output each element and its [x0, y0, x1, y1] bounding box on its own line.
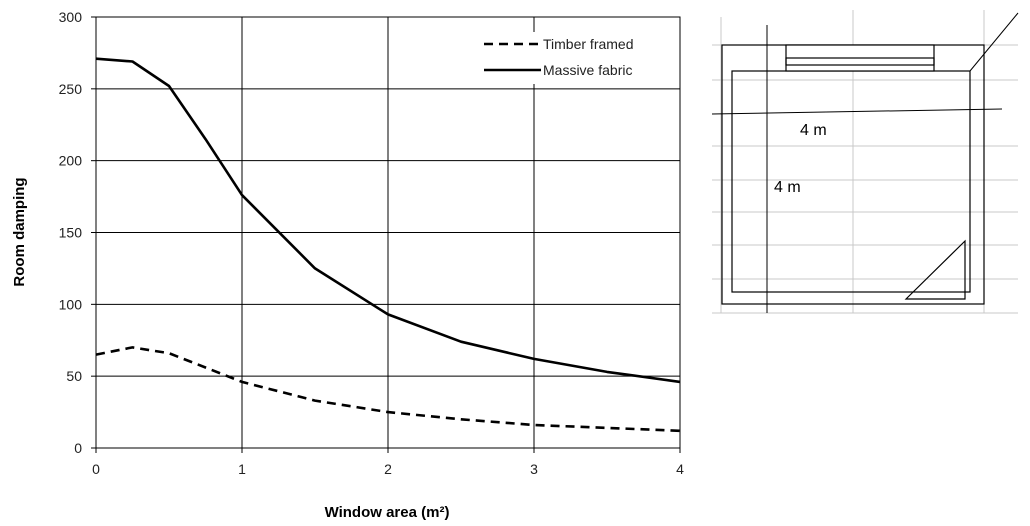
y-tick-label: 0 — [74, 440, 82, 456]
x-tick-label: 4 — [676, 461, 684, 477]
y-tick-labels: 0 50 100 150 200 250 300 — [59, 9, 83, 456]
y-tick-label: 150 — [59, 225, 83, 241]
corner-triangle — [904, 239, 966, 300]
series-layer — [95, 57, 681, 433]
x-tick-label: 0 — [92, 461, 100, 477]
y-axis-label: Room damping — [11, 177, 28, 286]
window-frame-inner — [785, 57, 935, 66]
y-tick-label: 200 — [59, 153, 83, 169]
width-dimension-label: 4 m — [800, 122, 827, 139]
legend-label: Massive fabric — [543, 62, 632, 78]
x-tick-label: 3 — [530, 461, 538, 477]
depth-dimension-label: 4 m — [774, 179, 801, 196]
x-tick-label: 1 — [238, 461, 246, 477]
y-tick-label: 100 — [59, 296, 83, 312]
y-tick-label: 50 — [66, 368, 82, 384]
x-tick-label: 2 — [384, 461, 392, 477]
legend-label: Timber framed — [543, 36, 634, 52]
series-line-timber-framed — [95, 346, 681, 433]
floor-plan: 4 m 4 m — [711, 10, 1019, 314]
y-tick-label: 300 — [59, 9, 83, 25]
y-tick-label: 250 — [59, 81, 83, 97]
x-tick-labels: 0 1 2 3 4 — [92, 461, 684, 477]
x-axis-label: Window area (m²) — [325, 504, 450, 521]
series-line-massive-fabric — [95, 57, 681, 384]
room-inner-wall — [731, 70, 971, 293]
legend: Timber framed Massive fabric — [470, 32, 670, 84]
plot-frame — [95, 16, 681, 449]
section-line-horizontal — [711, 108, 1003, 115]
legend-background — [470, 32, 670, 84]
room-damping-chart: 0 50 100 150 200 250 300 0 1 2 3 4 Timber framed Ma… — [11, 9, 684, 521]
leader-line — [969, 12, 1019, 72]
